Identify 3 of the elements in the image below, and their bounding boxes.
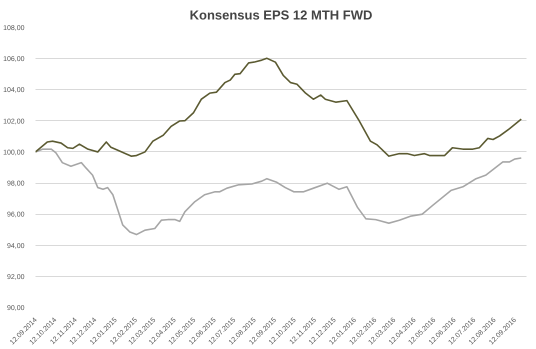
- chart-title: Konsensus EPS 12 MTH FWD: [190, 8, 372, 22]
- line-series: [36, 58, 522, 157]
- line-series: [36, 148, 522, 236]
